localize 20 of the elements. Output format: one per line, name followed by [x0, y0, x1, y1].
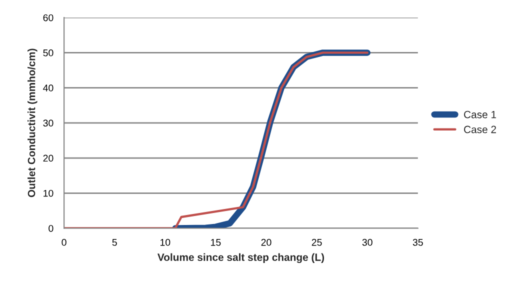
y-tick-label: 60	[43, 14, 54, 22]
y-tick-label: 30	[43, 120, 54, 127]
legend-label: Case 2	[464, 126, 496, 134]
x-tick-label: 0	[62, 238, 66, 246]
x-axis-title: Volume since salt step change (L)	[158, 253, 324, 264]
y-tick-label: 40	[43, 84, 54, 92]
x-tick-label: 15	[211, 239, 221, 246]
y-tick-label: 0	[48, 224, 54, 232]
x-tick-label: 25	[312, 238, 322, 246]
y-axis-title: Outlet Conductivit (mmho/cm)	[28, 48, 38, 198]
x-tick-label: 10	[160, 238, 170, 246]
y-tick-label: 50	[43, 49, 54, 56]
x-tick-label: 35	[412, 238, 423, 246]
legend-label: Case 1	[464, 110, 496, 118]
x-tick-label: 30	[362, 238, 372, 246]
y-tick-label: 20	[43, 154, 54, 162]
x-tick-label: 5	[112, 239, 117, 246]
line-series	[64, 52, 368, 228]
y-tick-label: 10	[44, 190, 54, 197]
x-tick-label: 20	[261, 238, 272, 246]
